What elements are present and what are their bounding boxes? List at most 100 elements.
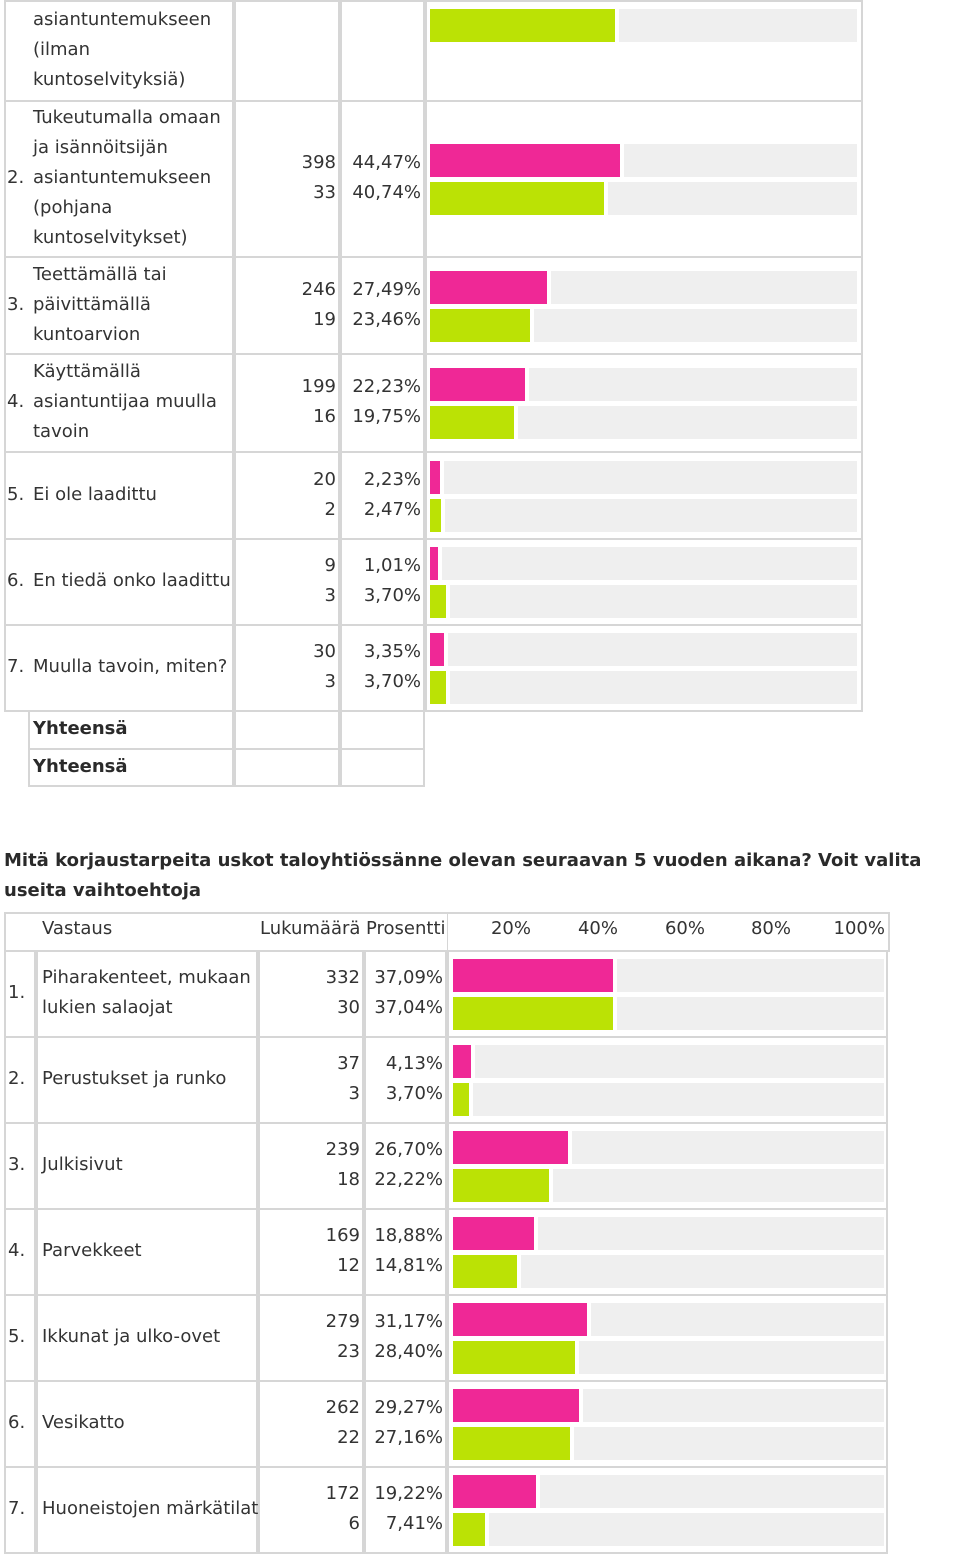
answer-percent: 2,23% xyxy=(363,468,421,490)
bar-series-1 xyxy=(453,1131,568,1164)
answer-percent: 19,22% xyxy=(374,1483,443,1504)
bar-track xyxy=(553,1169,884,1202)
bar-series-1 xyxy=(453,1217,534,1250)
bar-series-2 xyxy=(453,997,613,1030)
answer-label: kuntoselvityksiä) xyxy=(33,69,186,90)
table-row: 4. Käyttämällä asiantuntijaa muulla tavoin 1… xyxy=(0,353,960,453)
bar-series-2 xyxy=(453,1255,517,1288)
bar-track xyxy=(619,9,857,42)
answer-percent: 3,70% xyxy=(363,585,421,606)
row-number: 4. xyxy=(8,1240,26,1261)
answer-percent: 29,27% xyxy=(374,1397,443,1418)
answer-label: Julkisivut xyxy=(42,1154,123,1175)
table-row: 5. Ei ole laadittu 20 2,23% 2 2,47% xyxy=(0,451,960,540)
bar-track xyxy=(617,997,884,1030)
answer-percent: 23,46% xyxy=(352,308,421,330)
answer-percent: 3,70% xyxy=(363,671,421,692)
answer-percent: 3,35% xyxy=(363,641,421,662)
scale-label: 20% xyxy=(490,918,531,939)
bar-series-1 xyxy=(453,1045,471,1078)
table-row: 1. Piharakenteet, mukaan lukien salaojat 33… xyxy=(0,950,960,1038)
answer-label: lukien salaojat xyxy=(42,997,173,1018)
table-row: 6. Vesikatto 262 29,27% 22 27,16% xyxy=(0,1380,960,1468)
bar-series-1 xyxy=(453,959,613,992)
scale-label: 80% xyxy=(750,918,791,939)
bar-series-2 xyxy=(453,1169,549,1202)
answer-percent: 27,16% xyxy=(374,1427,443,1448)
table-row: 4. Parvekkeet 169 18,88% 12 14,81% xyxy=(0,1208,960,1296)
table-header: Vastaus Lukumäärä Prosentti 20% 40% 60% 80% 100… xyxy=(0,912,960,952)
bar-track xyxy=(591,1303,884,1336)
totals-cell xyxy=(28,748,234,787)
answer-count: 19 xyxy=(313,308,336,330)
bar-track xyxy=(538,1217,884,1250)
bar-track xyxy=(442,547,857,580)
bar-series-2 xyxy=(453,1083,469,1116)
answer-label: Piharakenteet, mukaan xyxy=(42,967,251,988)
answer-count: 3 xyxy=(348,1083,360,1104)
bar-track xyxy=(608,182,857,215)
bar-series-2 xyxy=(453,1513,485,1546)
bar-track xyxy=(617,959,884,992)
bar-series-1 xyxy=(430,633,444,666)
bar-track xyxy=(534,308,857,342)
answer-label: Ei ole laadittu xyxy=(33,483,157,505)
bar-track xyxy=(579,1341,884,1374)
answer-count: 2 xyxy=(324,498,336,520)
bar-track xyxy=(572,1131,884,1164)
bar-track xyxy=(475,1045,884,1078)
answer-label: Perustukset ja runko xyxy=(42,1068,227,1089)
table-row: 3. Teettämällä tai päivittämällä kuntoarvio… xyxy=(0,256,960,355)
bar-series-1 xyxy=(430,144,620,177)
answer-count: 12 xyxy=(337,1255,360,1276)
answer-count: 6 xyxy=(348,1513,360,1534)
answer-count: 18 xyxy=(337,1169,360,1190)
bar-track xyxy=(489,1513,884,1546)
bar-series-1 xyxy=(453,1389,579,1422)
answer-count: 199 xyxy=(301,376,336,397)
answer-label: Käyttämällä xyxy=(33,361,141,382)
question-title: Mitä korjaustarpeita uskot taloyhtiössän… xyxy=(4,850,922,901)
answer-label: En tiedä onko laadittu xyxy=(33,570,231,591)
row-number: 3. xyxy=(8,1154,26,1175)
answer-percent: 22,23% xyxy=(352,376,421,397)
percent-cell xyxy=(364,1466,447,1554)
bar-series-2 xyxy=(453,1341,575,1374)
table-row: 3. Julkisivut 239 26,70% 18 22,22% xyxy=(0,1122,960,1210)
table-row: 7. Muulla tavoin, miten? 30 3,35% 3 3,70% xyxy=(0,624,960,712)
answer-percent: 2,47% xyxy=(363,498,421,520)
header-count: Lukumäärä xyxy=(260,918,361,939)
row-number: 2. xyxy=(7,167,25,188)
answer-percent: 1,01% xyxy=(363,555,421,576)
answer-label: asiantuntemukseen xyxy=(33,167,212,188)
bar-track xyxy=(624,144,857,177)
answer-label: päivittämällä xyxy=(33,293,151,315)
totals-cell xyxy=(340,748,425,787)
answer-count: 172 xyxy=(325,1483,360,1504)
bar-cell xyxy=(447,1466,888,1554)
bar-track xyxy=(521,1255,884,1288)
bar-track xyxy=(445,498,857,532)
bar-series-2 xyxy=(430,182,604,215)
bar-track xyxy=(529,368,857,401)
bar-track xyxy=(583,1389,884,1422)
answer-count: 332 xyxy=(325,967,360,988)
row-number: 7. xyxy=(8,1498,26,1519)
row-number: 4. xyxy=(7,391,25,412)
answer-label: kuntoarvion xyxy=(33,323,141,345)
answer-percent: 7,41% xyxy=(385,1513,443,1534)
row-number: 6. xyxy=(8,1412,26,1433)
bar-track xyxy=(450,671,857,704)
answer-count: 22 xyxy=(337,1427,360,1448)
answer-count: 20 xyxy=(313,468,336,490)
bar-series-1 xyxy=(430,547,438,580)
answer-label: Teettämällä tai xyxy=(33,263,167,285)
header-divider xyxy=(447,914,448,950)
answer-count: 30 xyxy=(337,997,360,1018)
bar-series-2 xyxy=(430,671,446,704)
answer-count: 279 xyxy=(325,1311,360,1332)
row-number: 2. xyxy=(8,1068,26,1089)
table-row: 5. Ikkunat ja ulko-ovet 279 31,17% 23 28,40% xyxy=(0,1294,960,1382)
answer-count: 398 xyxy=(301,152,336,173)
bar-series-1 xyxy=(430,270,547,304)
